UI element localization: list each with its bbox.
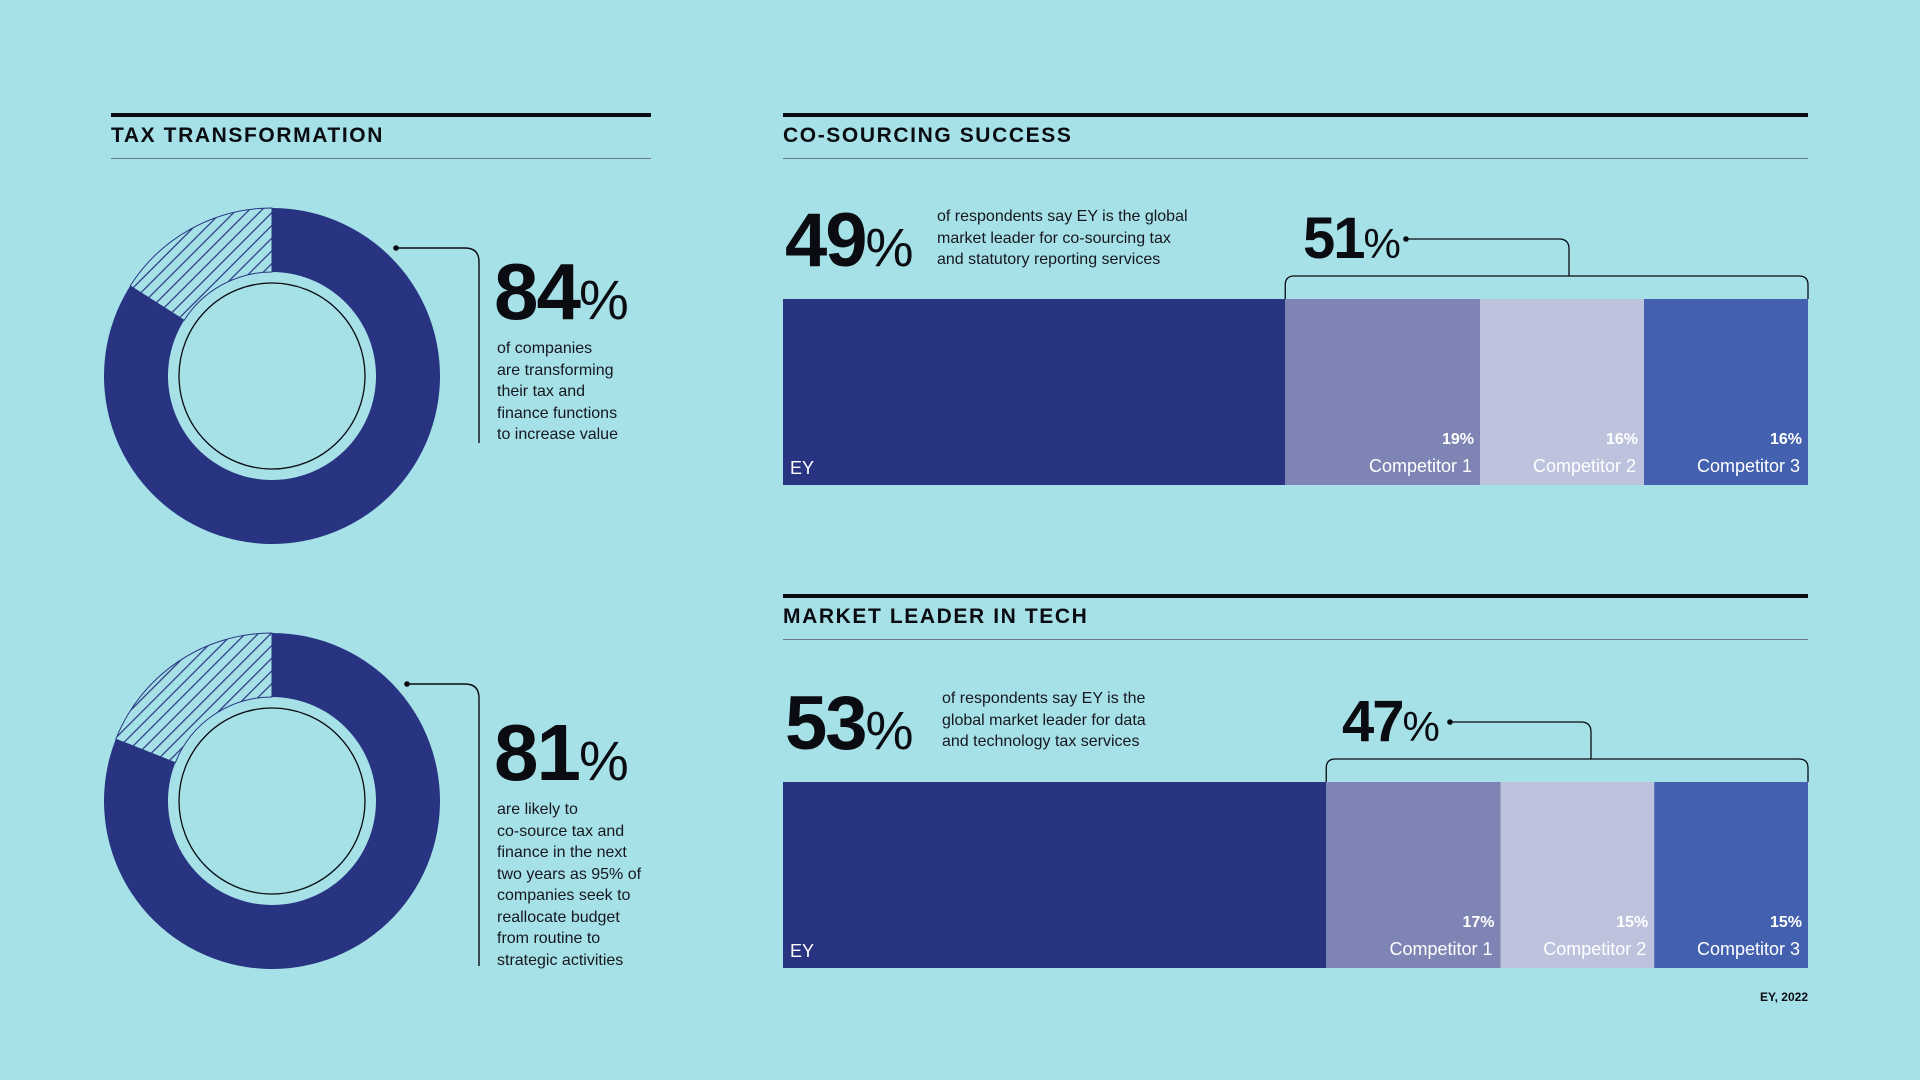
connector-line xyxy=(1450,721,1592,759)
cosourcing-lead-value: 49% xyxy=(785,203,914,279)
tech-others-value: 47% xyxy=(1342,693,1440,751)
bar-segment-competitor-1 xyxy=(1285,299,1480,485)
desc-line: global market leader for data xyxy=(942,711,1146,729)
tech-lead-value: 53% xyxy=(785,686,914,762)
competitors-bracket xyxy=(1325,758,1809,782)
bar-segment-competitor-2 xyxy=(1500,782,1655,968)
tax-stat1-number: 84 xyxy=(494,247,581,336)
bar-label-ey: EY xyxy=(790,941,814,961)
tax-stat1-unit: % xyxy=(578,268,629,331)
bar-segment-competitor-3 xyxy=(1654,782,1808,968)
bar-category-label: Competitor 2 xyxy=(1543,939,1646,959)
tech-title-rule-bottom xyxy=(783,639,1808,640)
bar-segment-competitor-2 xyxy=(1480,299,1644,485)
desc-line: finance in the next xyxy=(497,844,627,861)
donut-inner-ring xyxy=(178,282,366,470)
bar-value-label: 16% xyxy=(1770,431,1802,448)
desc-line: market leader for co-sourcing tax xyxy=(937,229,1171,247)
bar-value-label: 17% xyxy=(1462,914,1494,931)
bar-segment-competitor-1 xyxy=(1326,782,1501,968)
tech-title-rule-top xyxy=(783,594,1808,598)
desc-line: of respondents say EY is the global xyxy=(937,208,1188,225)
cosourcing-lead-description: of respondents say EY is the global mark… xyxy=(937,206,1188,271)
donut1-group xyxy=(103,207,440,544)
tax-stat1-value: 84% xyxy=(494,252,629,332)
bar-category-label: Competitor 3 xyxy=(1697,939,1800,959)
donut2-callout-line xyxy=(404,681,480,966)
donut-remainder-slice xyxy=(115,632,273,764)
cosourcing-lead-number: 49 xyxy=(785,198,868,283)
bar-segment-ey xyxy=(783,782,1327,968)
donut-inner-ring xyxy=(178,707,366,895)
bar-value-label: 16% xyxy=(1606,431,1638,448)
tax-title-rule-bottom xyxy=(111,158,651,159)
bar-category-label: Competitor 1 xyxy=(1389,939,1492,959)
tax-section-title: TAX TRANSFORMATION xyxy=(111,124,384,147)
desc-line: are likely to xyxy=(497,801,578,818)
bar-category-label: Competitor 3 xyxy=(1697,456,1800,476)
bar-category-label: Competitor 1 xyxy=(1369,456,1472,476)
desc-line: of respondents say EY is the xyxy=(942,690,1146,707)
tax-stat1-description: of companies are transforming their tax … xyxy=(497,338,618,446)
desc-line: reallocate budget xyxy=(497,908,620,926)
competitors-bracket xyxy=(1284,275,1809,299)
tax-stat2-number: 81 xyxy=(494,708,581,797)
cosourcing-title-rule-bottom xyxy=(783,158,1808,159)
bar-label-ey: EY xyxy=(790,458,814,478)
desc-line: their tax and xyxy=(497,383,586,400)
desc-line: co-source tax and xyxy=(497,822,625,840)
bar-value-label: 15% xyxy=(1770,914,1802,931)
tech-lead-unit: % xyxy=(865,701,914,761)
cosourcing-bar-group: EY 19% Competitor 1 16% Competitor 2 16% Compe… xyxy=(783,236,1809,485)
desc-line: of companies xyxy=(497,340,593,357)
tax-stat2-unit: % xyxy=(578,729,629,792)
donut-main-slice xyxy=(103,633,440,969)
desc-line: to increase value xyxy=(497,426,618,443)
donut1-callout-line xyxy=(393,245,480,443)
bar-value-label: 19% xyxy=(1442,431,1474,448)
desc-line: and statutory reporting services xyxy=(937,251,1161,268)
tax-title-rule-top xyxy=(111,113,651,117)
tech-lead-number: 53 xyxy=(785,681,868,766)
bar-segment-ey xyxy=(783,299,1286,485)
desc-line: are transforming xyxy=(497,361,614,379)
cosourcing-others-number: 51 xyxy=(1303,206,1365,271)
cosourcing-lead-unit: % xyxy=(865,218,914,278)
source-note: EY, 2022 xyxy=(1759,990,1808,1004)
tech-lead-description: of respondents say EY is the global mark… xyxy=(942,688,1146,753)
tech-others-number: 47 xyxy=(1342,689,1404,754)
cosourcing-section-title: CO-SOURCING SUCCESS xyxy=(783,124,1073,147)
desc-line: strategic activities xyxy=(497,951,624,969)
cosourcing-others-value: 51% xyxy=(1303,210,1401,268)
donut2-group xyxy=(103,632,440,969)
desc-line: from routine to xyxy=(497,930,601,947)
desc-line: finance functions xyxy=(497,404,618,422)
desc-line: two years as 95% of xyxy=(497,865,642,883)
donut-main-slice xyxy=(103,208,440,544)
bar-category-label: Competitor 2 xyxy=(1533,456,1636,476)
tech-others-unit: % xyxy=(1402,703,1440,750)
bar-value-label: 15% xyxy=(1616,914,1648,931)
connector-line xyxy=(1406,238,1570,276)
cosourcing-others-unit: % xyxy=(1363,220,1401,267)
cosourcing-title-rule-top xyxy=(783,113,1808,117)
tech-section-title: MARKET LEADER IN TECH xyxy=(783,605,1089,628)
desc-line: companies seek to xyxy=(497,887,631,904)
tax-stat2-description: are likely to co-source tax and finance … xyxy=(497,799,641,971)
tech-bar-group: EY 17% Competitor 1 15% Competitor 2 15% Compe… xyxy=(783,719,1809,968)
bar-segment-competitor-3 xyxy=(1644,299,1808,485)
tax-stat2-value: 81% xyxy=(494,713,629,793)
donut-remainder-slice xyxy=(129,207,273,321)
desc-line: and technology tax services xyxy=(942,733,1140,750)
